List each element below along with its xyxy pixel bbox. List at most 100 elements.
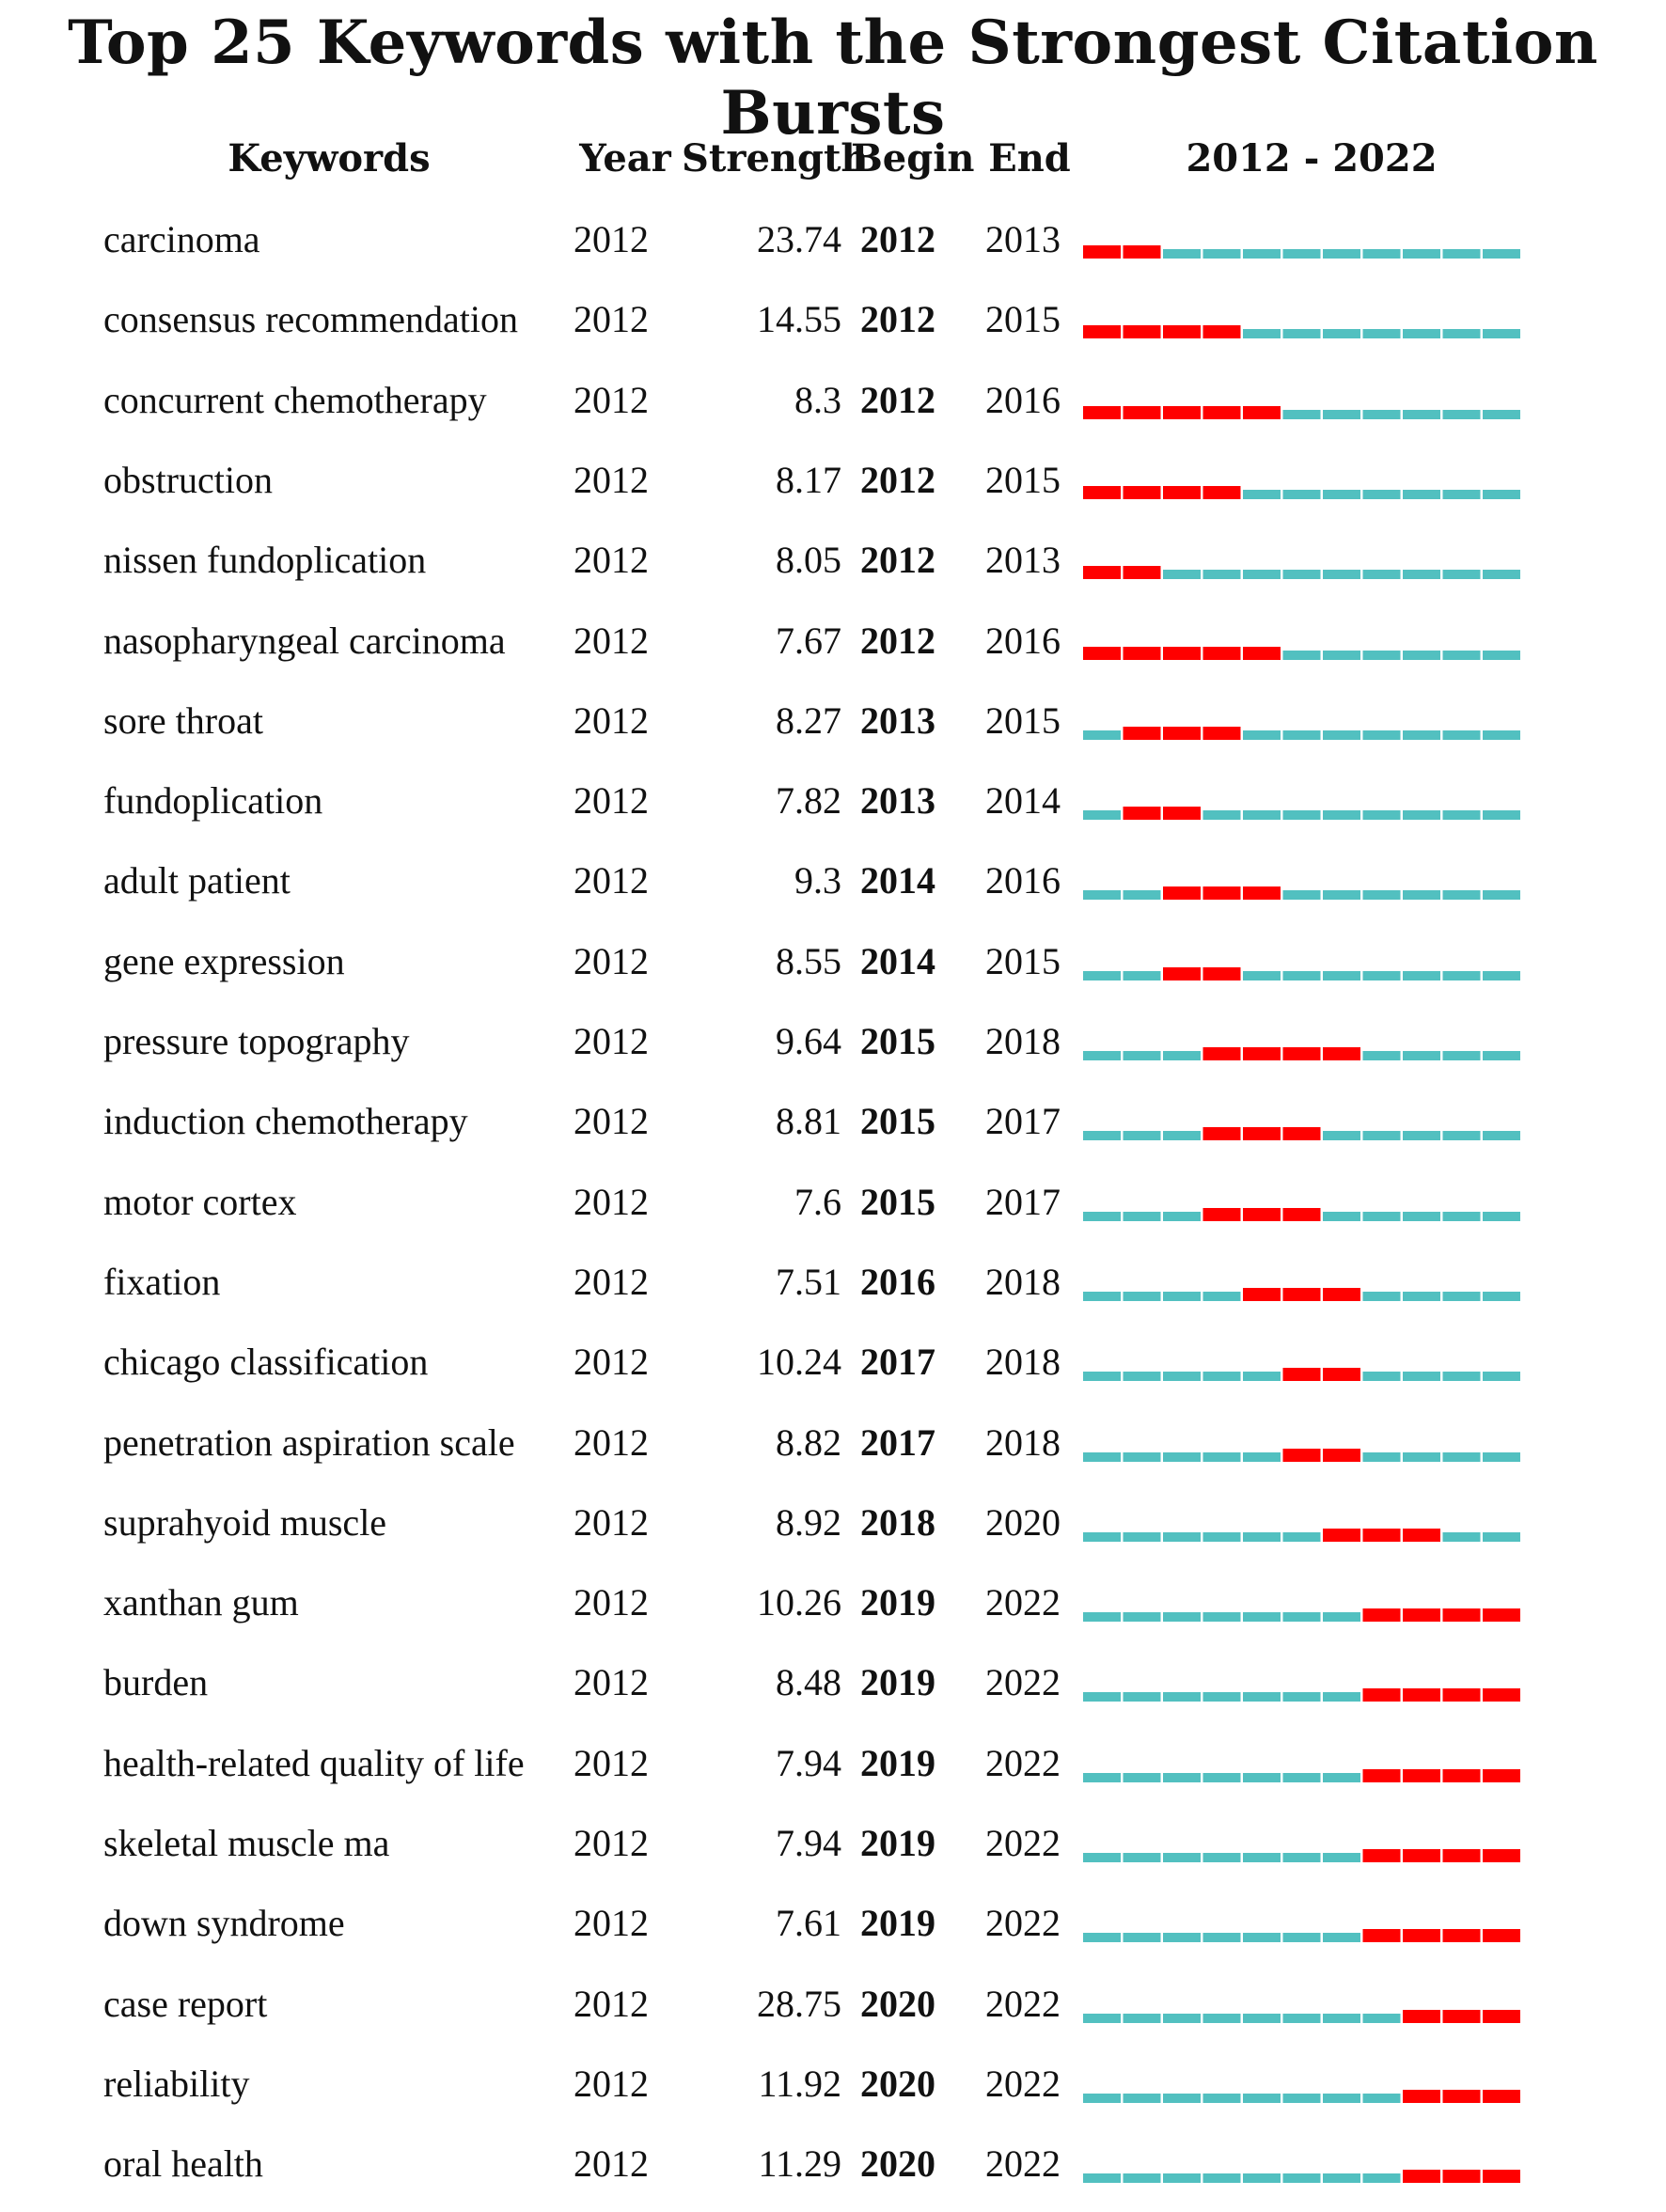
baseline-segment: [1362, 650, 1401, 660]
baseline-segment: [1362, 1051, 1401, 1060]
baseline-segment: [1123, 1853, 1161, 1862]
begin-cell: 2020: [860, 2142, 935, 2186]
baseline-segment: [1123, 1612, 1161, 1623]
baseline-segment: [1163, 1051, 1201, 1060]
begin-cell: 2012: [860, 619, 935, 662]
baseline-segment: [1202, 1612, 1241, 1623]
baseline-segment: [1282, 2013, 1321, 2023]
baseline-segment: [1483, 1372, 1520, 1382]
strength-cell: 8.82: [776, 1420, 841, 1464]
burst-segment: [1403, 2009, 1440, 2023]
baseline-segment: [1282, 329, 1321, 339]
year-cell: 2012: [574, 2062, 649, 2105]
baseline-segment: [1083, 1291, 1121, 1301]
baseline-segment: [1483, 489, 1520, 499]
baseline-segment: [1163, 1372, 1201, 1382]
baseline-segment: [1163, 1772, 1201, 1782]
baseline-segment: [1323, 489, 1360, 499]
end-cell: 2018: [985, 1020, 1061, 1062]
baseline-segment: [1483, 1531, 1520, 1542]
keyword-cell: carcinoma: [103, 218, 260, 260]
baseline-segment: [1442, 729, 1481, 740]
burst-timeline: [1083, 966, 1520, 980]
burst-segment: [1163, 807, 1201, 821]
burst-segment: [1123, 405, 1161, 419]
baseline-segment: [1083, 1451, 1121, 1462]
burst-timeline: [1083, 2009, 1520, 2023]
burst-timeline: [1083, 1368, 1520, 1382]
burst-segment: [1163, 646, 1201, 660]
baseline-segment: [1282, 970, 1321, 980]
burst-segment: [1403, 1768, 1440, 1782]
begin-cell: 2019: [860, 1822, 935, 1864]
baseline-segment: [1123, 1291, 1161, 1301]
burst-segment: [1362, 1688, 1401, 1702]
baseline-segment: [1323, 810, 1360, 821]
baseline-segment: [1483, 970, 1520, 980]
end-cell: 2013: [985, 539, 1061, 582]
table-row: oral health 2012 11.29 2020 2022: [0, 2124, 1666, 2204]
burst-segment: [1243, 1127, 1281, 1141]
year-cell: 2012: [574, 1661, 649, 1704]
table-row: nissen fundoplication 2012 8.05 2012 2013: [0, 520, 1666, 600]
baseline-segment: [1442, 890, 1481, 901]
strength-cell: 7.51: [776, 1260, 841, 1303]
baseline-segment: [1083, 890, 1121, 901]
baseline-segment: [1243, 729, 1281, 740]
burst-segment: [1163, 726, 1201, 740]
baseline-segment: [1323, 729, 1360, 740]
baseline-segment: [1442, 489, 1481, 499]
baseline-segment: [1323, 2173, 1360, 2184]
baseline-segment: [1163, 2013, 1201, 2023]
baseline-segment: [1083, 1612, 1121, 1623]
column-header-keywords: Keywords: [228, 136, 431, 180]
begin-cell: 2020: [860, 2062, 935, 2105]
baseline-segment: [1202, 1451, 1241, 1462]
baseline-segment: [1403, 1372, 1440, 1382]
burst-segment: [1163, 886, 1201, 901]
baseline-segment: [1362, 810, 1401, 821]
burst-segment: [1483, 2089, 1520, 2103]
burst-segment: [1282, 1448, 1321, 1462]
burst-segment: [1403, 1528, 1440, 1542]
burst-segment: [1123, 485, 1161, 499]
burst-segment: [1163, 966, 1201, 980]
year-cell: 2012: [574, 458, 649, 501]
baseline-segment: [1403, 1291, 1440, 1301]
baseline-segment: [1362, 729, 1401, 740]
burst-segment: [1243, 1287, 1281, 1301]
baseline-segment: [1083, 729, 1121, 740]
end-cell: 2014: [985, 779, 1061, 823]
baseline-segment: [1323, 1933, 1360, 1943]
end-cell: 2015: [985, 298, 1061, 341]
table-row: xanthan gum 2012 10.26 2019 2022: [0, 1562, 1666, 1642]
baseline-segment: [1483, 650, 1520, 660]
baseline-segment: [1442, 810, 1481, 821]
keyword-cell: xanthan gum: [103, 1581, 299, 1624]
baseline-segment: [1323, 890, 1360, 901]
year-cell: 2012: [574, 378, 649, 421]
begin-cell: 2012: [860, 298, 935, 341]
baseline-segment: [1362, 890, 1401, 901]
begin-cell: 2012: [860, 539, 935, 582]
burst-segment: [1202, 405, 1241, 419]
burst-segment: [1362, 1608, 1401, 1623]
burst-segment: [1483, 1608, 1520, 1623]
burst-segment: [1123, 566, 1161, 580]
end-cell: 2017: [985, 1180, 1061, 1223]
burst-segment: [1243, 646, 1281, 660]
burst-timeline: [1083, 1528, 1520, 1542]
burst-segment: [1403, 1929, 1440, 1943]
baseline-segment: [1362, 570, 1401, 580]
burst-segment: [1243, 405, 1281, 419]
baseline-segment: [1403, 1211, 1440, 1221]
strength-cell: 7.82: [776, 779, 841, 823]
burst-segment: [1243, 1207, 1281, 1221]
baseline-segment: [1483, 570, 1520, 580]
baseline-segment: [1083, 2013, 1121, 2023]
year-cell: 2012: [574, 1500, 649, 1544]
burst-segment: [1442, 2170, 1481, 2184]
baseline-segment: [1362, 1131, 1401, 1141]
end-cell: 2018: [985, 1341, 1061, 1384]
begin-cell: 2017: [860, 1420, 935, 1464]
